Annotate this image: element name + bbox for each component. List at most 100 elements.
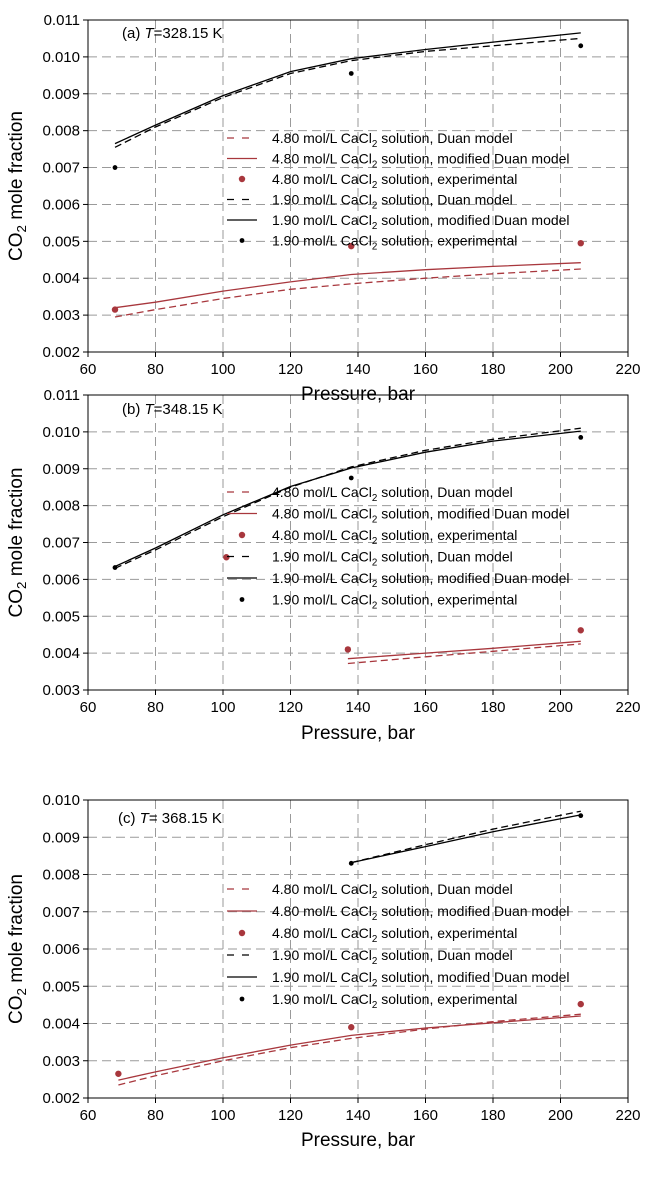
y-tick-label: 0.005: [42, 978, 80, 995]
legend-swatch-marker: [238, 175, 246, 183]
x-tick-label: 160: [413, 699, 438, 716]
y-tick-label: 0.006: [42, 941, 80, 958]
y-tick-label: 0.004: [42, 645, 80, 662]
x-tick-label: 160: [413, 361, 438, 378]
x-tick-label: 180: [480, 699, 505, 716]
x-axis-title: Pressure, bar: [301, 723, 416, 744]
legend: 4.80 mol/L CaCl2​ solution, Duan model4.…: [227, 484, 570, 612]
series-line: [347, 640, 581, 660]
x-tick-label: 120: [278, 699, 303, 716]
y-axis-title: CO2​ mole fraction: [6, 874, 29, 1024]
legend-swatch-marker: [239, 996, 245, 1002]
x-tick-label: 60: [80, 1107, 97, 1124]
y-tick-label: 0.007: [42, 535, 80, 552]
legend-entry: 1.90 mol/L CaCl2​ solution, modified Dua…: [272, 969, 570, 989]
y-tick-label: 0.010: [42, 792, 80, 809]
legend-entry: 1.90 mol/L CaCl2​ solution, modified Dua…: [272, 570, 570, 590]
x-tick-label: 220: [615, 699, 640, 716]
series-line: [114, 32, 581, 145]
data-point: [223, 554, 230, 561]
x-tick-label: 60: [80, 699, 97, 716]
legend-swatch-marker: [239, 597, 245, 602]
legend: 4.80 mol/L CaCl2​ solution, Duan model4.…: [227, 881, 570, 1011]
data-point: [348, 71, 354, 76]
data-point: [348, 860, 354, 866]
y-tick-label: 0.003: [42, 307, 80, 324]
legend-entry: 1.90 mol/L CaCl2​ solution, experimental: [272, 991, 517, 1011]
x-tick-label: 140: [345, 361, 370, 378]
legend-swatch-marker: [238, 531, 246, 539]
x-tick-label: 80: [147, 1107, 164, 1124]
x-axis-title: Pressure, bar: [301, 1130, 416, 1151]
legend-entry: 1.90 mol/L CaCl2​ solution, experimental: [272, 233, 517, 253]
y-tick-label: 0.007: [42, 160, 80, 177]
series-line: [114, 430, 581, 568]
y-axis-title: CO2​ mole fraction: [6, 111, 29, 261]
data-point: [112, 565, 118, 570]
x-tick-label: 120: [278, 1107, 303, 1124]
legend-entry: 1.90 mol/L CaCl2​ solution, modified Dua…: [272, 212, 570, 232]
y-tick-label: 0.002: [42, 344, 80, 361]
x-tick-label: 180: [480, 1107, 505, 1124]
y-tick-label: 0.008: [42, 867, 80, 884]
series-line: [347, 643, 581, 665]
x-tick-label: 160: [413, 1107, 438, 1124]
data-point: [578, 813, 584, 819]
series-line: [351, 814, 581, 864]
x-tick-label: 80: [147, 699, 164, 716]
x-tick-label: 220: [615, 361, 640, 378]
series-line: [118, 1013, 581, 1086]
panel-label: (a) T=328.15 K: [122, 25, 222, 42]
y-tick-label: 0.009: [42, 461, 80, 478]
data-point: [348, 1024, 355, 1031]
data-point: [577, 627, 584, 634]
panel-label: (c) T= 368.15 K: [118, 810, 222, 827]
legend-entry: 1.90 mol/L CaCl2​ solution, experimental: [272, 592, 517, 612]
chart-panel-a: 60 80 100 120 140 160 180 200 220 0.002 0.003 0.004…: [6, 12, 641, 405]
y-tick-label: 0.011: [44, 387, 80, 404]
chart-panel-c: 60 80 100 120 140 160 180 200 220 0.002 0.003 0.004…: [6, 792, 641, 1151]
y-axis-title: CO2​ mole fraction: [6, 468, 29, 618]
panel-label: (b) T=348.15 K: [122, 401, 222, 418]
legend-entry: 4.80 mol/L CaCl2​ solution, experimental: [272, 925, 517, 945]
series-line: [114, 262, 581, 309]
legend-entry: 4.80 mol/L CaCl2​ solution, experimental: [272, 527, 517, 547]
y-tick-label: 0.008: [42, 498, 80, 515]
x-tick-label: 180: [480, 361, 505, 378]
y-tick-label: 0.010: [42, 424, 80, 441]
data-point: [115, 1070, 122, 1077]
y-tick-label: 0.005: [42, 608, 80, 625]
legend-entry: 4.80 mol/L CaCl2​ solution, modified Dua…: [272, 151, 570, 171]
y-tick-label: 0.008: [42, 123, 80, 140]
series-line: [114, 37, 581, 148]
legend-entry: 4.80 mol/L CaCl2​ solution, experimental: [272, 171, 517, 191]
x-tick-label: 60: [80, 361, 97, 378]
y-tick-label: 0.006: [42, 196, 80, 213]
legend-entry: 4.80 mol/L CaCl2​ solution, Duan model: [272, 881, 513, 901]
x-tick-label: 200: [548, 361, 573, 378]
legend-entry: 4.80 mol/L CaCl2​ solution, Duan model: [272, 484, 513, 504]
y-tick-label: 0.005: [42, 233, 80, 250]
legend-entry: 4.80 mol/L CaCl2​ solution, modified Dua…: [272, 903, 570, 923]
legend-entry: 4.80 mol/L CaCl2​ solution, modified Dua…: [272, 506, 570, 526]
legend-swatch-marker: [239, 238, 245, 243]
x-tick-label: 120: [278, 361, 303, 378]
y-tick-label: 0.006: [42, 571, 80, 588]
series-line: [351, 810, 581, 864]
data-point: [344, 646, 352, 653]
legend: 4.80 mol/L CaCl2​ solution, Duan model4.…: [227, 130, 570, 253]
x-tick-label: 100: [210, 699, 235, 716]
x-tick-label: 100: [210, 1107, 235, 1124]
y-tick-label: 0.010: [42, 49, 80, 66]
y-tick-label: 0.003: [42, 1053, 80, 1070]
y-tick-label: 0.007: [42, 904, 80, 921]
data-point: [577, 1000, 584, 1008]
x-tick-label: 200: [548, 699, 573, 716]
data-point: [578, 43, 584, 49]
x-tick-label: 80: [147, 361, 164, 378]
series-line: [114, 268, 581, 318]
grid: [88, 20, 628, 352]
y-tick-label: 0.011: [44, 12, 80, 29]
x-tick-label: 100: [210, 361, 235, 378]
